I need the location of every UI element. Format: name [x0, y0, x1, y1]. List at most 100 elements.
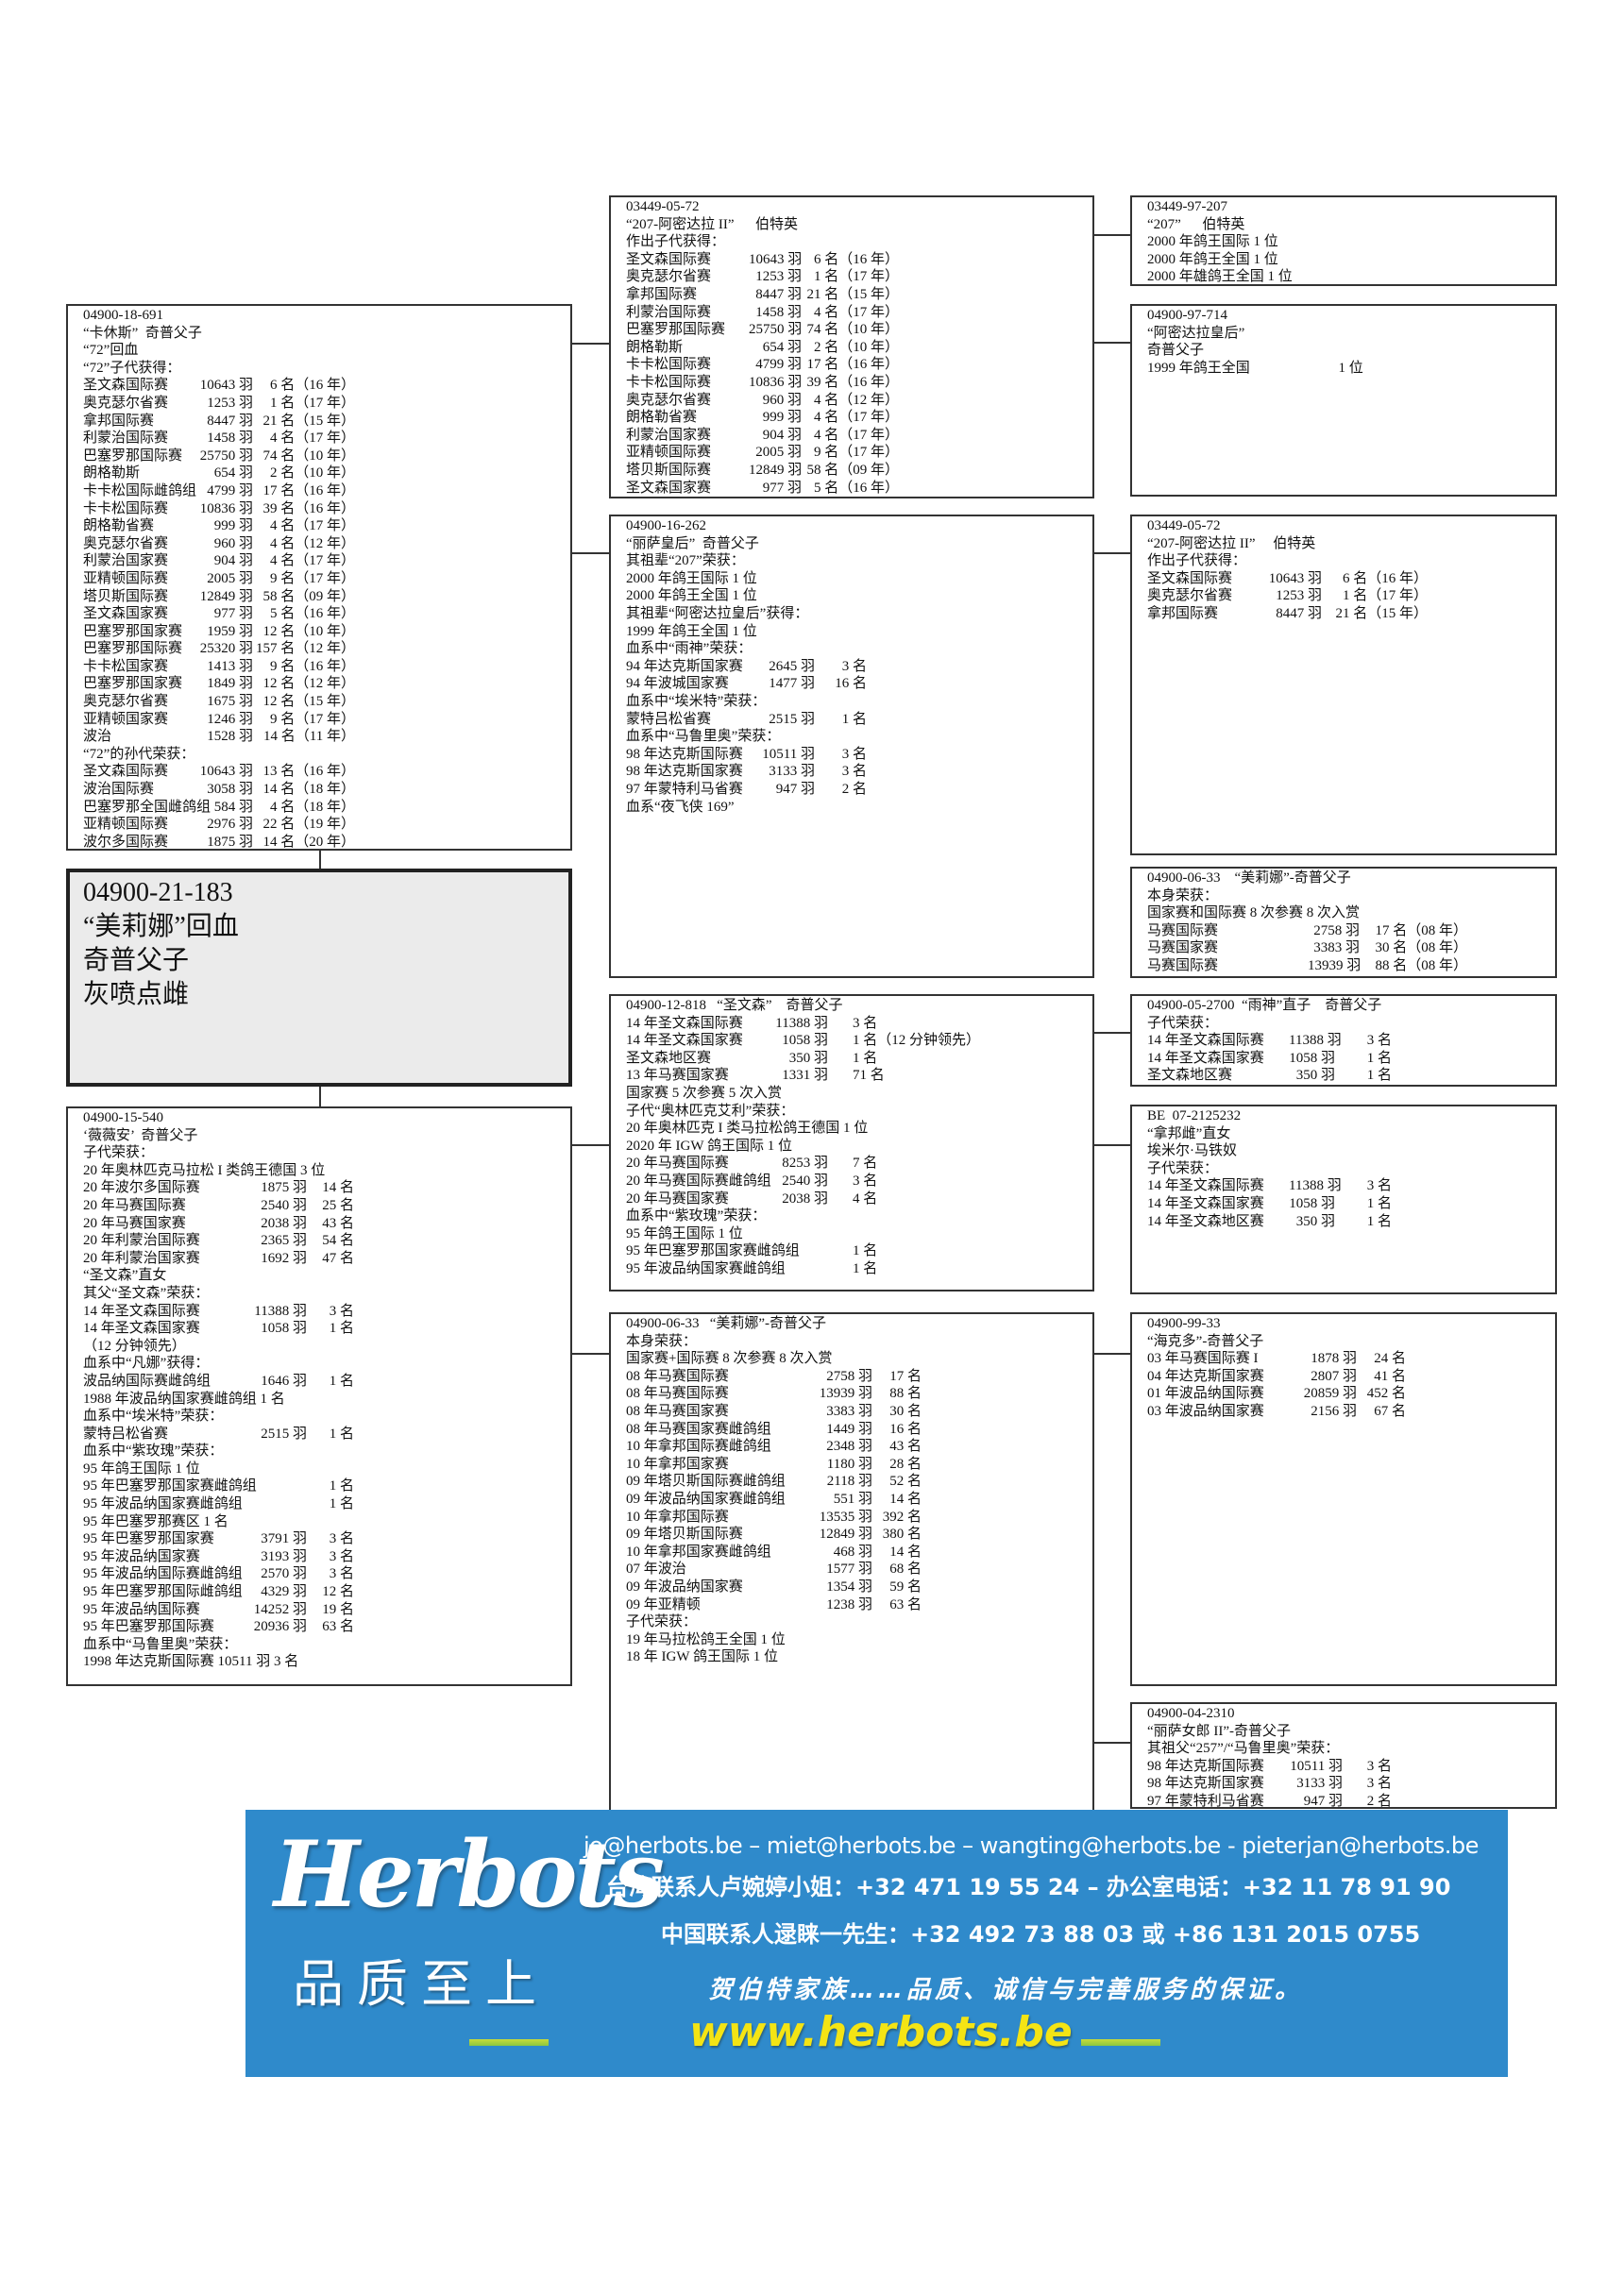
connector-line [1094, 1353, 1130, 1355]
placing: 21 名（15 年） [1335, 605, 1428, 621]
race-name: 09 年亚精顿 [626, 1596, 701, 1612]
text-line: “72”子代获得： [83, 360, 181, 376]
connector-line [572, 552, 609, 554]
result-row: 圣文森地区赛 350 羽 1 名 [1147, 1067, 1555, 1085]
bird-count: 904 羽 [213, 553, 253, 569]
placing: 88 名 [889, 1386, 922, 1402]
bird-count: 1458 羽 [755, 304, 802, 320]
decorative-dash [1081, 2039, 1160, 2046]
result-row: 蒙特吕松省赛 2515 羽 1 名 [83, 1426, 570, 1443]
race-name: 95 年巴塞罗那国际雌鸽组 [83, 1584, 243, 1600]
placing: 380 名 [882, 1527, 922, 1543]
placing: 2 名 [1366, 1793, 1392, 1809]
connector-line [1094, 234, 1130, 236]
bird-count: 2515 羽 [261, 1426, 307, 1442]
race-name: 巴塞罗那国家赛 [83, 623, 183, 639]
text-line: “丽萨皇后” 奇普父子 [626, 535, 759, 551]
placing: 4 名 [853, 1190, 878, 1207]
text-line: 1998 年达克斯国际赛 10511 羽 3 名 [83, 1654, 299, 1670]
bird-count: 8447 羽 [207, 413, 253, 429]
bird-count: 947 羽 [1303, 1793, 1343, 1809]
placing: 52 名 [889, 1474, 922, 1490]
placing: 17 名（08 年） [1375, 922, 1467, 938]
result-row: 09 年亚精顿 1238 羽 63 名 [626, 1596, 1092, 1614]
race-name: 08 年马赛国际赛 [626, 1368, 729, 1384]
result-row: 95 年巴塞罗那国家赛雌鸽组 1 名 [83, 1477, 570, 1495]
text-line: 2000 年鸽王国际 1 位 [1147, 234, 1278, 250]
placing: 3 名 [1366, 1758, 1392, 1774]
bird-count: 2156 羽 [1311, 1403, 1357, 1419]
result-row: 波尔多国际赛 1875 羽 14 名（20 年） [83, 834, 570, 849]
great-grandparent-box-2: 04900-97-714 “阿密达拉皇后” 奇普父子 1999 年鸽王全国 1 位 [1130, 304, 1557, 497]
race-name: 98 年达克斯国际赛 [626, 746, 743, 762]
result-row: 亚精顿国际赛 2976 羽 22 名（19 年） [83, 816, 570, 834]
text-line: 95 年巴塞罗那赛区 1 名 [83, 1513, 228, 1529]
text-line: 血系中“紫玫瑰”荣获： [626, 1208, 767, 1224]
text-line: “207” 伯特英 [1147, 216, 1245, 232]
race-name: 卡卡松国际雌鸽组 [83, 482, 197, 498]
result-row: 20 年马赛国际赛 2540 羽 25 名 [83, 1197, 570, 1215]
placing: 63 名 [322, 1619, 354, 1635]
bird-count: 2758 羽 [826, 1368, 872, 1384]
bird-count: 1058 羽 [1289, 1195, 1335, 1211]
bird-count: 350 羽 [1295, 1068, 1335, 1084]
race-name: 08 年马赛国家赛 [626, 1403, 729, 1419]
race-name: 14 年圣文森国际赛 [83, 1303, 200, 1319]
great-grandparent-box-6: BE 07-2125232 “拿邦雌”直女 埃米尔·马铁奴 子代荣获： 14 年圣文森国… [1130, 1105, 1557, 1294]
text-line: 子代“奥林匹克艾利”荣获： [626, 1103, 795, 1119]
placing: 14 名 [322, 1180, 354, 1196]
placing: 39 名（16 年） [806, 374, 899, 390]
result-row: 95 年巴塞罗那国家赛 3791 羽 3 名 [83, 1530, 570, 1548]
connector-line [319, 850, 321, 869]
placing: 21 名（15 年） [262, 413, 355, 429]
placing: 6 名（16 年） [813, 251, 899, 267]
race-name: 95 年波品纳国际赛 [83, 1601, 200, 1617]
race-name: 拿邦国际赛 [626, 286, 698, 302]
text-line: 2000 年鸽王国际 1 位 [626, 570, 757, 586]
result-row: 马赛国际赛 13939 羽 88 名（08 年） [1147, 957, 1555, 975]
connector-line [572, 1144, 609, 1146]
bird-count: 1058 羽 [261, 1321, 307, 1337]
text-line: 其祖父“257”/“马鲁里奥”荣获： [1147, 1741, 1340, 1757]
bird-count: 2645 羽 [769, 658, 815, 674]
placing: 1 名（17 年） [1342, 588, 1428, 604]
placing: 4 名（17 年） [813, 304, 899, 320]
bird-count: 1458 羽 [207, 430, 253, 447]
race-name: 亚精顿国家赛 [83, 711, 169, 727]
race-name: 利蒙治国际赛 [83, 430, 169, 447]
race-name: 圣文森国际赛 [83, 378, 169, 394]
text-line: （12 分钟领先） [83, 1338, 186, 1354]
ring-number: 04900-04-2310 [1147, 1706, 1235, 1721]
placing: 39 名（16 年） [262, 500, 355, 516]
bird-count: 4799 羽 [755, 357, 802, 373]
subject-breeder: 奇普父子 [83, 946, 190, 975]
result-row: 卡卡松国际赛 10836 羽 39 名（16 年） [83, 500, 570, 518]
ring-number: 03449-05-72 [626, 199, 700, 214]
result-row: 波治 1528 羽 14 名（11 年） [83, 728, 570, 746]
bird-count: 1878 羽 [1311, 1351, 1357, 1367]
bird-count: 1238 羽 [826, 1596, 872, 1612]
text-line: 2020 年 IGW 鸽王国际 1 位 [626, 1138, 792, 1154]
ring-number: BE 07-2125232 [1147, 1108, 1242, 1123]
race-name: 03 年马赛国际赛 I [1147, 1351, 1259, 1367]
great-grandparent-box-4: 04900-06-33 “美莉娜”-奇普父子 本身荣获： 国家赛和国际赛 8 次参赛… [1130, 867, 1557, 978]
placing: 1 名 [853, 1260, 878, 1276]
text-line: 18 年 IGW 鸽王国际 1 位 [626, 1649, 778, 1665]
race-name: 98 年达克斯国家赛 [1147, 1776, 1264, 1792]
website-link[interactable]: www.herbots.be [689, 2008, 1073, 2056]
placing: 3 名 [853, 1015, 878, 1031]
placing: 47 名 [322, 1250, 354, 1266]
placing: 3 名 [329, 1531, 354, 1547]
placing: 1 名 [841, 711, 867, 727]
ring-number: 03449-05-72 [1147, 518, 1221, 533]
result-row: 08 年马赛国际赛 2758 羽 17 名 [626, 1368, 1092, 1386]
race-name: 20 年波尔多国际赛 [83, 1180, 200, 1196]
text-line: 国家赛+国际赛 8 次参赛 8 次入赏 [626, 1351, 833, 1367]
race-name: 10 年拿邦国际赛雌鸽组 [626, 1439, 771, 1455]
result-row: 03 年马赛国际赛 I 1878 羽 24 名 [1147, 1350, 1555, 1368]
race-name: 94 年达克斯国家赛 [626, 658, 743, 674]
placing: 4 名（17 年） [269, 430, 355, 447]
result-row: 01 年波品纳国际赛 20859 羽 452 名 [1147, 1385, 1555, 1403]
text-line: “卡休斯” 奇普父子 [83, 325, 202, 341]
race-name: 09 年波品纳国家赛雌鸽组 [626, 1491, 786, 1507]
